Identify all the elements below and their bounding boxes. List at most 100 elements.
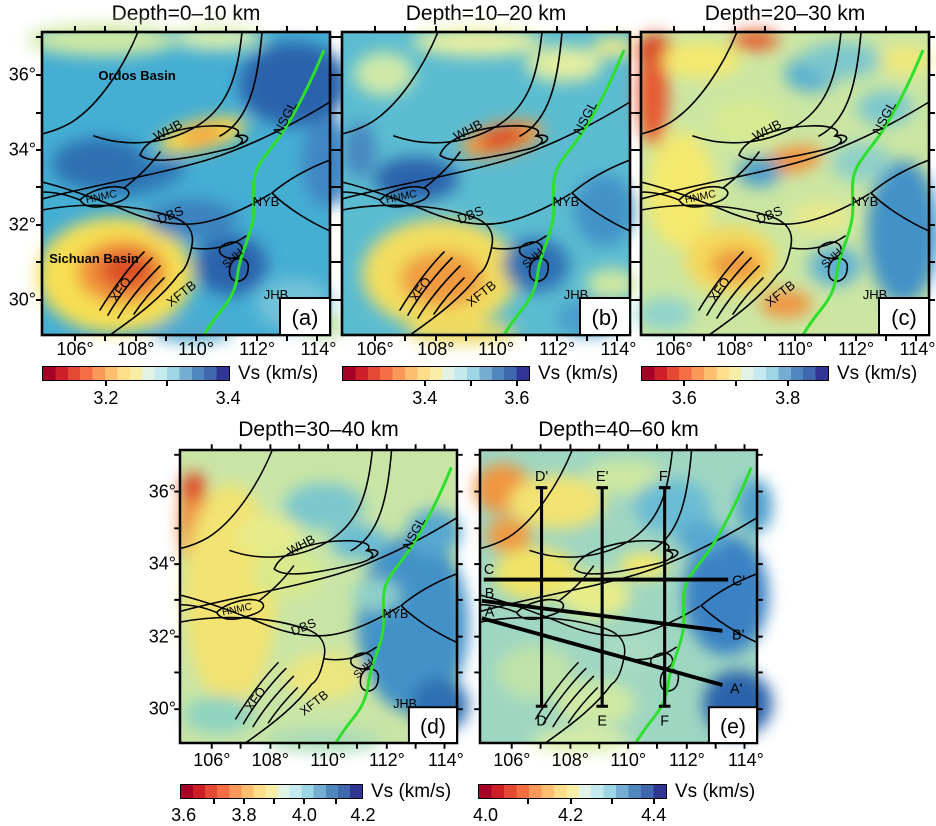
colorbar-c-ticks <box>641 381 829 387</box>
cross-section-lines <box>481 486 729 708</box>
section-label-b-start: B <box>485 586 495 602</box>
y-tick-label: 36° <box>8 64 36 85</box>
x-tick-label: 112° <box>668 750 705 770</box>
x-tick-label: 110° <box>310 750 347 770</box>
x-axis-labels-e: 106° 108° 110° 112° 114° <box>480 750 764 772</box>
x-tick-label: 110° <box>610 750 647 770</box>
label-nyb: NYB <box>383 607 409 621</box>
x-tick-label: 106° <box>493 750 531 770</box>
panel-letter-box <box>878 297 930 336</box>
x-tick-label: 112° <box>838 339 875 359</box>
x-tick-label: 106° <box>356 339 394 359</box>
colorbar-b-ticks <box>342 381 530 387</box>
x-tick-label: 108° <box>251 750 289 770</box>
y-tick-label: 36° <box>148 481 176 502</box>
colorbar-a-ticks <box>42 381 230 387</box>
map-depth-30-40: WHB NSGL HNMC DBS NYB SNH XFO XFTB JHB (… <box>173 443 469 752</box>
section-label-f-start: F <box>660 714 669 730</box>
colorbar-d-label: Vs (km/s) <box>371 781 452 802</box>
x-tick-label: 110° <box>777 339 814 359</box>
colorbar-d-values: 3.6 3.8 4.0 4.2 <box>171 805 375 825</box>
panel-letter-box <box>579 297 631 336</box>
panel-letter-box <box>407 706 458 744</box>
map-border <box>478 448 759 745</box>
colorbar-tick-value: 3.6 <box>171 805 197 825</box>
x-tick-label: 114° <box>427 750 464 770</box>
x-axis-labels-a: 106° 108° 110° 112° 114° <box>42 339 336 361</box>
map-depth-10-20: WHB NSGL HNMC DBS NYB SNH XFO XFTB JHB (… <box>335 25 638 344</box>
section-label-f-end: F' <box>659 469 671 485</box>
colorbar-b <box>342 366 530 381</box>
map-depth-40-60: D' E' F' D E F C C' B B' A A' (e) <box>473 443 773 752</box>
y-tick-label: 32° <box>148 626 176 647</box>
map-border <box>178 448 459 745</box>
colorbar-b-values: 3.4 3.6 <box>342 388 530 408</box>
x-axis-labels-d: 106° 108° 110° 112° 114° <box>180 750 464 772</box>
y-tick-label: 34° <box>148 553 176 574</box>
colorbar-c <box>641 366 829 381</box>
colorbar-d <box>180 784 363 799</box>
section-label-a-end: A' <box>730 682 743 698</box>
colorbar-b-label: Vs (km/s) <box>538 363 619 384</box>
colorbar-e-label: Vs (km/s) <box>675 781 756 802</box>
x-tick-label: 112° <box>239 339 276 359</box>
colorbar-c-label: Vs (km/s) <box>837 363 918 384</box>
panel-letter-box <box>707 706 758 744</box>
map-depth-0-10: Ordos Basin Sichuan Basin WHB NSGL HNMC … <box>27 24 354 342</box>
map-border <box>639 30 931 337</box>
colorbar-a-values: 3.2 3.4 <box>42 388 240 408</box>
colorbar-tick-value: 4.2 <box>350 805 376 825</box>
section-line-BB <box>481 598 723 633</box>
label-nyb: NYB <box>852 194 879 209</box>
x-axis-labels-b: 106° 108° 110° 112° 114° <box>342 339 636 361</box>
panel-letter: (c) <box>891 305 917 330</box>
panel-letter: (a) <box>292 305 319 330</box>
section-label-d-end: D' <box>535 469 548 485</box>
section-label-e-end: E' <box>596 469 609 485</box>
colorbar-tick-value: 3.8 <box>231 805 257 825</box>
colorbar-tick-value: 3.2 <box>93 388 119 408</box>
y-axis-labels-d: 36° 34° 32° 30° <box>140 450 178 743</box>
colorbar-tick-value: 3.8 <box>775 388 801 408</box>
colorbar-tick-value: 4.0 <box>291 805 317 825</box>
x-tick-label: 108° <box>417 339 455 359</box>
x-tick-label: 114° <box>727 750 764 770</box>
section-label-b-end: B' <box>732 627 745 643</box>
colorbar-e-ticks <box>478 799 667 805</box>
panel-d-title: Depth=30–40 km <box>238 418 399 441</box>
colorbar-tick-value: 3.4 <box>215 388 241 408</box>
x-tick-label: 114° <box>899 339 936 359</box>
map-depth-20-30: WHB NSGL HNMC DBS NYB SNH XFO XFTB JHB (… <box>634 25 936 342</box>
x-tick-label: 110° <box>178 339 215 359</box>
y-tick-label: 30° <box>8 289 36 310</box>
panel-e-title: Depth=40–60 km <box>538 418 699 441</box>
panel-a-title: Depth=0–10 km <box>111 2 261 25</box>
y-tick-label: 30° <box>148 698 176 719</box>
colorbar-e <box>478 784 667 799</box>
colorbar-a-label: Vs (km/s) <box>238 363 319 384</box>
section-label-e-start: E <box>597 714 607 730</box>
colorbar-tick-value: 3.6 <box>671 388 697 408</box>
colorbar-d-ticks <box>180 799 363 805</box>
x-tick-label: 114° <box>600 339 637 359</box>
label-sichuan-basin: Sichuan Basin <box>49 251 139 266</box>
section-label-c-end: C' <box>732 573 745 589</box>
section-lines-DEF <box>535 486 671 708</box>
x-axis-labels-c: 106° 108° 110° 112° 114° <box>641 339 935 361</box>
panel-b-title: Depth=10–20 km <box>405 2 567 25</box>
map-border <box>340 30 632 337</box>
colorbar-tick-value: 4.4 <box>641 805 667 825</box>
x-tick-label: 106° <box>193 750 231 770</box>
panel-letter: (d) <box>420 715 446 738</box>
map-b-velocity-field <box>344 28 638 344</box>
y-axis-labels-a: 36° 34° 32° 30° <box>0 32 38 335</box>
colorbar-tick-value: 4.0 <box>473 805 499 825</box>
section-line-AA <box>481 616 723 687</box>
panel-letter: (b) <box>592 305 619 330</box>
colorbar-tick-value: 4.2 <box>558 805 584 825</box>
x-tick-label: 108° <box>716 339 754 359</box>
colorbar-tick-value: 3.6 <box>504 388 530 408</box>
label-nyb: NYB <box>553 194 580 209</box>
x-tick-label: 108° <box>117 339 155 359</box>
colorbar-a <box>42 366 230 381</box>
